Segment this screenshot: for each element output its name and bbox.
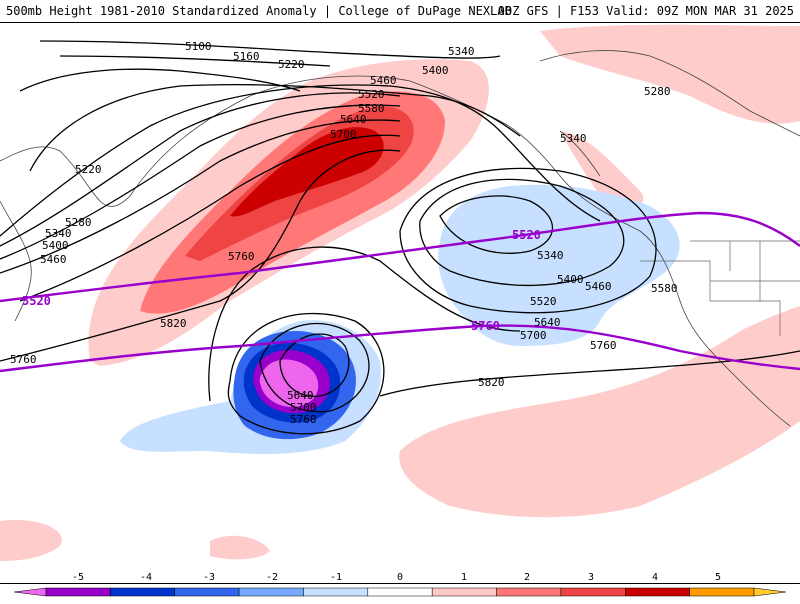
positive-anomaly-pacific-ne (540, 24, 800, 124)
colorbar-tick: -2 (266, 572, 278, 583)
contour-label: 5340 (560, 132, 587, 145)
contour-label: 5340 (537, 249, 564, 262)
colorbar-tick: -4 (140, 572, 152, 583)
contour-label: 5700 (520, 329, 547, 342)
height-contours (0, 40, 800, 435)
colorbar-tick: 4 (652, 572, 658, 583)
positive-anomaly-sw (0, 520, 62, 561)
contour-label: 5460 (585, 280, 612, 293)
colorbar-swatch (110, 587, 175, 597)
contour-label: 5400 (557, 273, 584, 286)
contour-label: 5460 (370, 74, 397, 87)
positive-anomaly-4sd (230, 127, 384, 217)
positive-anomaly-mid (210, 535, 270, 560)
contour-label: 5220 (75, 163, 102, 176)
contour-label: 5580 (651, 282, 678, 295)
contour-label: 5280 (65, 216, 92, 229)
colorbar-swatch (303, 587, 369, 597)
title-bar: 500mb Height 1981-2010 Standardized Anom… (0, 0, 800, 22)
reference-contour-label: 5520 (22, 294, 51, 308)
colorbar-swatches (13, 587, 787, 597)
colorbar-swatch (45, 587, 111, 597)
colorbar: -5 -4 -3 -2 -1 0 1 2 3 4 5 (0, 570, 800, 600)
colorbar-swatch (496, 587, 562, 597)
contour-label: 5520 (358, 88, 385, 101)
colorbar-tick: 1 (461, 572, 467, 583)
contour-label: 5760 (10, 353, 37, 366)
reference-contour-label: 5760 (471, 319, 500, 333)
reference-contours (0, 211, 800, 373)
contour-label: 5160 (233, 50, 260, 63)
colorbar-swatch (238, 587, 304, 597)
colorbar-swatch (625, 587, 690, 597)
coastlines (0, 50, 800, 427)
contour-label-group: 5100 5160 5220 5340 5400 5460 5520 5580 … (10, 40, 678, 426)
contour-label: 5640 (340, 113, 367, 126)
contour-label: 5580 (358, 102, 385, 115)
model-run-info: 00Z GFS | F153 Valid: 09Z MON MAR 31 202… (497, 4, 794, 18)
positive-anomaly-south (399, 306, 800, 518)
colorbar-swatch (560, 587, 626, 597)
colorbar-swatch (753, 587, 787, 597)
colorbar-tick: -3 (203, 572, 215, 583)
colorbar-swatch (431, 587, 497, 597)
contour-label: 5100 (185, 40, 212, 53)
reference-contour-label: 5520 (512, 228, 541, 242)
contour-label: 5460 (40, 253, 67, 266)
map-title: 500mb Height 1981-2010 Standardized Anom… (6, 4, 512, 18)
colorbar-tick: -5 (72, 572, 84, 583)
anomaly-map: 5100 5160 5220 5340 5400 5460 5520 5580 … (0, 24, 800, 561)
contour-label: 5400 (422, 64, 449, 77)
colorbar-tick: 2 (524, 572, 530, 583)
contour-label: 5760 (228, 250, 255, 263)
contour-label: 5340 (448, 45, 475, 58)
reference-label-group: 5520 5520 5760 (22, 228, 541, 333)
colorbar-tick: -1 (330, 572, 342, 583)
map-panel: 5100 5160 5220 5340 5400 5460 5520 5580 … (0, 22, 800, 584)
colorbar-swatch (174, 587, 240, 597)
contour-label: 5400 (42, 239, 69, 252)
colorbar-swatch (367, 587, 433, 597)
contour-label: 5820 (160, 317, 187, 330)
colorbar-tick: 0 (397, 572, 403, 583)
colorbar-tick: 5 (715, 572, 721, 583)
state-borders (640, 240, 800, 336)
contour-label: 5760 (590, 339, 617, 352)
contour-label: 5820 (478, 376, 505, 389)
colorbar-swatch (689, 587, 755, 597)
contour-label: 5640 (534, 316, 561, 329)
colorbar-swatch (13, 587, 47, 597)
contour-label: 5220 (278, 58, 305, 71)
contour-label: 5280 (644, 85, 671, 98)
contour-label: 5700 (330, 128, 357, 141)
contour-label: 5640 (287, 389, 314, 402)
contour-label: 5760 (290, 413, 317, 426)
colorbar-tick: 3 (588, 572, 594, 583)
contour-label: 5520 (530, 295, 557, 308)
contour-label: 5700 (290, 401, 317, 414)
colorbar-svg: -5 -4 -3 -2 -1 0 1 2 3 4 5 (13, 572, 787, 597)
contour-label: 5340 (45, 227, 72, 240)
colorbar-tick-labels: -5 -4 -3 -2 -1 0 1 2 3 4 5 (72, 572, 721, 583)
